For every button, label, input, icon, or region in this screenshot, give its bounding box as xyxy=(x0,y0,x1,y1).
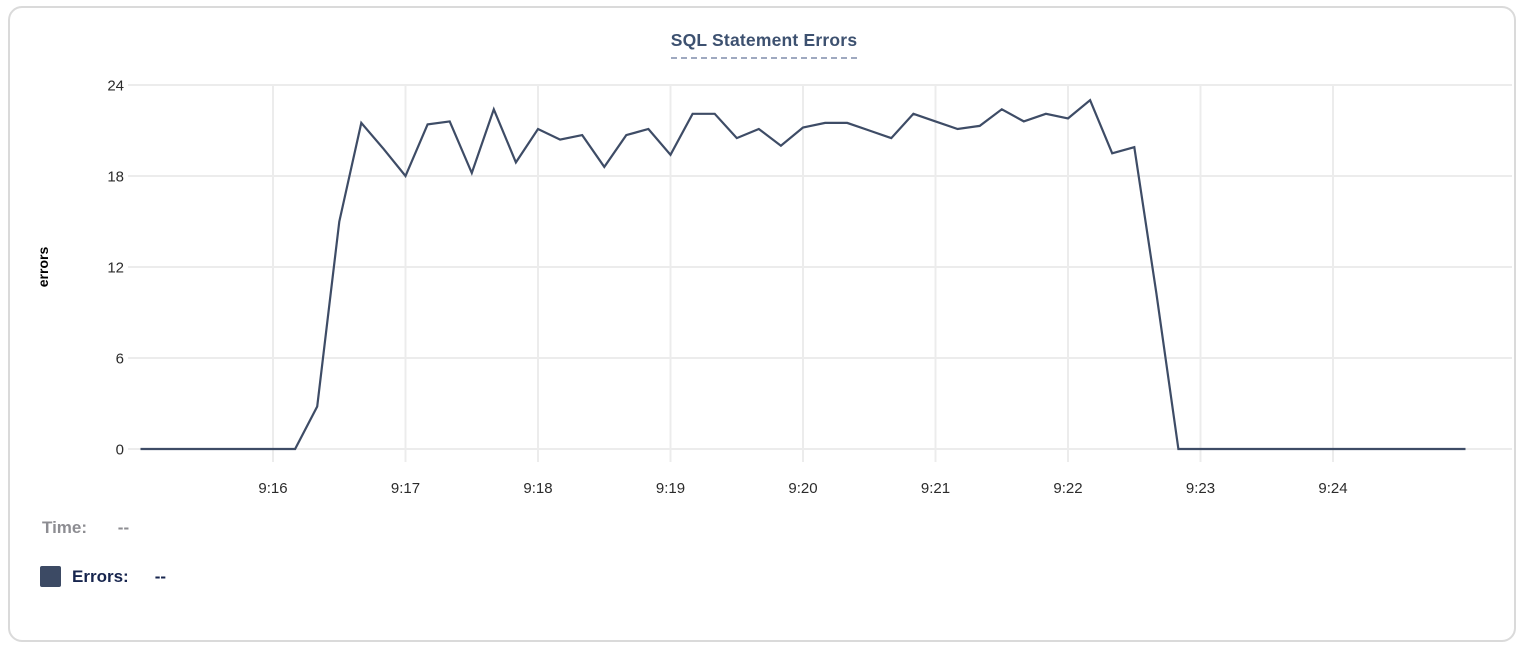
chart-title[interactable]: SQL Statement Errors xyxy=(670,30,858,59)
y-tick-label: 6 xyxy=(116,351,124,368)
sql-errors-line-chart[interactable]: 0 6 12 18 24 9:16 9:17 9:18 9:19 9:20 9:21 9:22 9:23… xyxy=(0,0,1528,510)
errors-series-line[interactable] xyxy=(140,98,1466,451)
x-tick-label: 9:21 xyxy=(921,480,950,497)
y-tick-label: 12 xyxy=(107,260,124,277)
y-tick-label: 24 xyxy=(107,78,124,95)
tooltip-time-value: -- xyxy=(117,518,130,537)
chart-header: SQL Statement Errors xyxy=(0,30,1528,59)
y-tick-label: 0 xyxy=(116,442,124,459)
tooltip-time-label: Time: xyxy=(42,518,88,537)
x-tick-label: 9:16 xyxy=(258,480,287,497)
tooltip-errors-row: Errors: -- xyxy=(40,566,166,587)
chart-panel xyxy=(8,6,1516,642)
x-tick-label: 9:19 xyxy=(656,480,685,497)
errors-series-swatch-icon xyxy=(40,566,61,587)
x-tick-label: 9:20 xyxy=(788,480,817,497)
x-tick-label: 9:18 xyxy=(523,480,552,497)
y-axis-label: errors xyxy=(35,247,51,288)
x-tick-label: 9:22 xyxy=(1053,480,1082,497)
tooltip-time-row: Time: -- xyxy=(42,518,129,538)
x-tick-label: 9:17 xyxy=(391,480,420,497)
tooltip-errors-value: -- xyxy=(154,566,167,586)
x-tick-label: 9:23 xyxy=(1186,480,1215,497)
y-tick-label: 18 xyxy=(107,169,124,186)
x-tick-label: 9:24 xyxy=(1318,480,1347,497)
tooltip-errors-label: Errors: xyxy=(72,566,129,586)
